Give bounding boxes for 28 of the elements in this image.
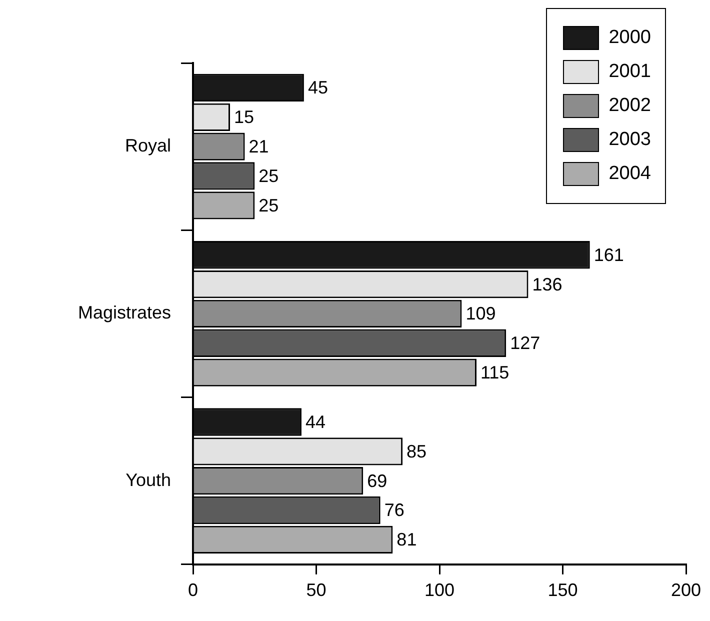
data-label: 161: [594, 244, 624, 265]
data-label: 76: [384, 500, 404, 520]
data-label: 115: [480, 362, 510, 382]
legend-label: 2002: [608, 95, 651, 117]
x-tick-label: 200: [670, 580, 702, 600]
data-label: 69: [367, 470, 388, 491]
legend-label: 2003: [608, 129, 651, 151]
data-label: 45: [308, 78, 328, 98]
legend-label: 2000: [608, 27, 651, 49]
x-tick-label: 100: [424, 580, 455, 600]
data-label: 85: [406, 441, 427, 462]
y-tick-label: Youth: [126, 470, 172, 490]
legend-label: 2004: [608, 163, 651, 185]
x-tick-label: 50: [306, 580, 326, 600]
data-label: 136: [532, 274, 562, 294]
data-label: 109: [466, 304, 496, 324]
data-label: 15: [234, 107, 254, 128]
data-label: 25: [258, 166, 279, 186]
data-label: 21: [248, 136, 269, 157]
data-label: 25: [258, 195, 279, 216]
x-tick-label: 0: [188, 580, 198, 600]
data-label: 81: [396, 530, 417, 550]
y-tick-label: Magistrates: [78, 302, 172, 323]
data-label: 44: [305, 412, 326, 432]
x-tick-label: 150: [548, 580, 578, 600]
data-label: 127: [510, 333, 540, 354]
legend-label: 2001: [608, 61, 651, 83]
y-tick-label: Royal: [125, 136, 172, 156]
